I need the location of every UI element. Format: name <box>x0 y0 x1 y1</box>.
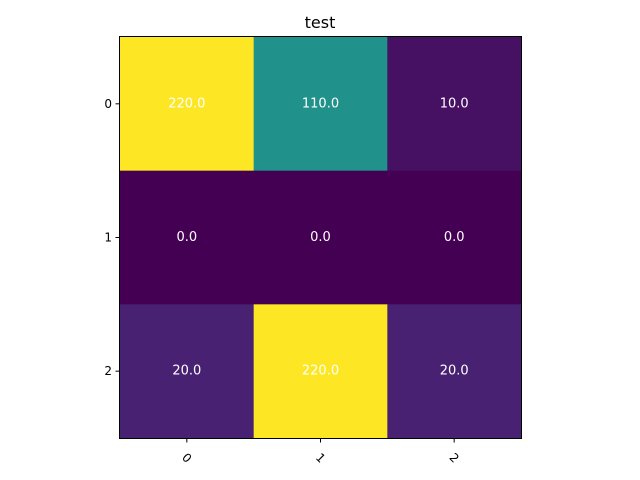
cell-value-label-r0-c1: 110.0 <box>302 96 339 111</box>
heatmap-cell-r1-c1 <box>253 170 388 305</box>
cell-value-label-r1-c2: 0.0 <box>444 230 465 245</box>
y-tick-label-2: 2 <box>104 364 112 378</box>
cell-value-label-r2-c1: 220.0 <box>302 364 339 379</box>
heatmap-cell-r1-c2 <box>387 170 522 305</box>
y-axis: 0 1 2 <box>104 97 120 378</box>
cell-value-label-r0-c0: 220.0 <box>168 96 205 111</box>
y-tick-label-1: 1 <box>104 231 112 245</box>
heatmap-cells <box>120 37 522 439</box>
heatmap-cell-r0-c0 <box>120 37 255 172</box>
heatmap-cell-r2-c0 <box>120 304 255 439</box>
heatmap-cell-r1-c0 <box>120 170 255 305</box>
y-tick-label-0: 0 <box>104 97 112 111</box>
heatmap-cell-r2-c2 <box>387 304 522 439</box>
heatmap-cell-r0-c1 <box>253 37 388 172</box>
chart-title: test <box>305 13 336 32</box>
cell-value-label-r1-c0: 0.0 <box>176 230 197 245</box>
heatmap-cell-r0-c2 <box>387 37 522 172</box>
cell-value-label-r2-c2: 20.0 <box>440 364 469 379</box>
cell-value-label-r0-c2: 10.0 <box>440 96 469 111</box>
cell-value-label-r2-c0: 20.0 <box>172 364 201 379</box>
heatmap-cell-r2-c1 <box>253 304 388 439</box>
cell-value-label-r1-c1: 0.0 <box>310 230 331 245</box>
heatmap-value-labels: 220.0 110.0 10.0 0.0 0.0 0.0 20.0 220.0 20.0 <box>168 96 468 378</box>
